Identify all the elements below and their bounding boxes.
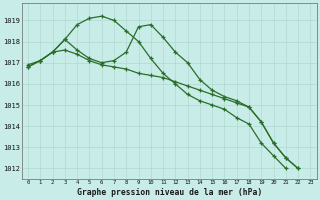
X-axis label: Graphe pression niveau de la mer (hPa): Graphe pression niveau de la mer (hPa) bbox=[76, 188, 262, 197]
